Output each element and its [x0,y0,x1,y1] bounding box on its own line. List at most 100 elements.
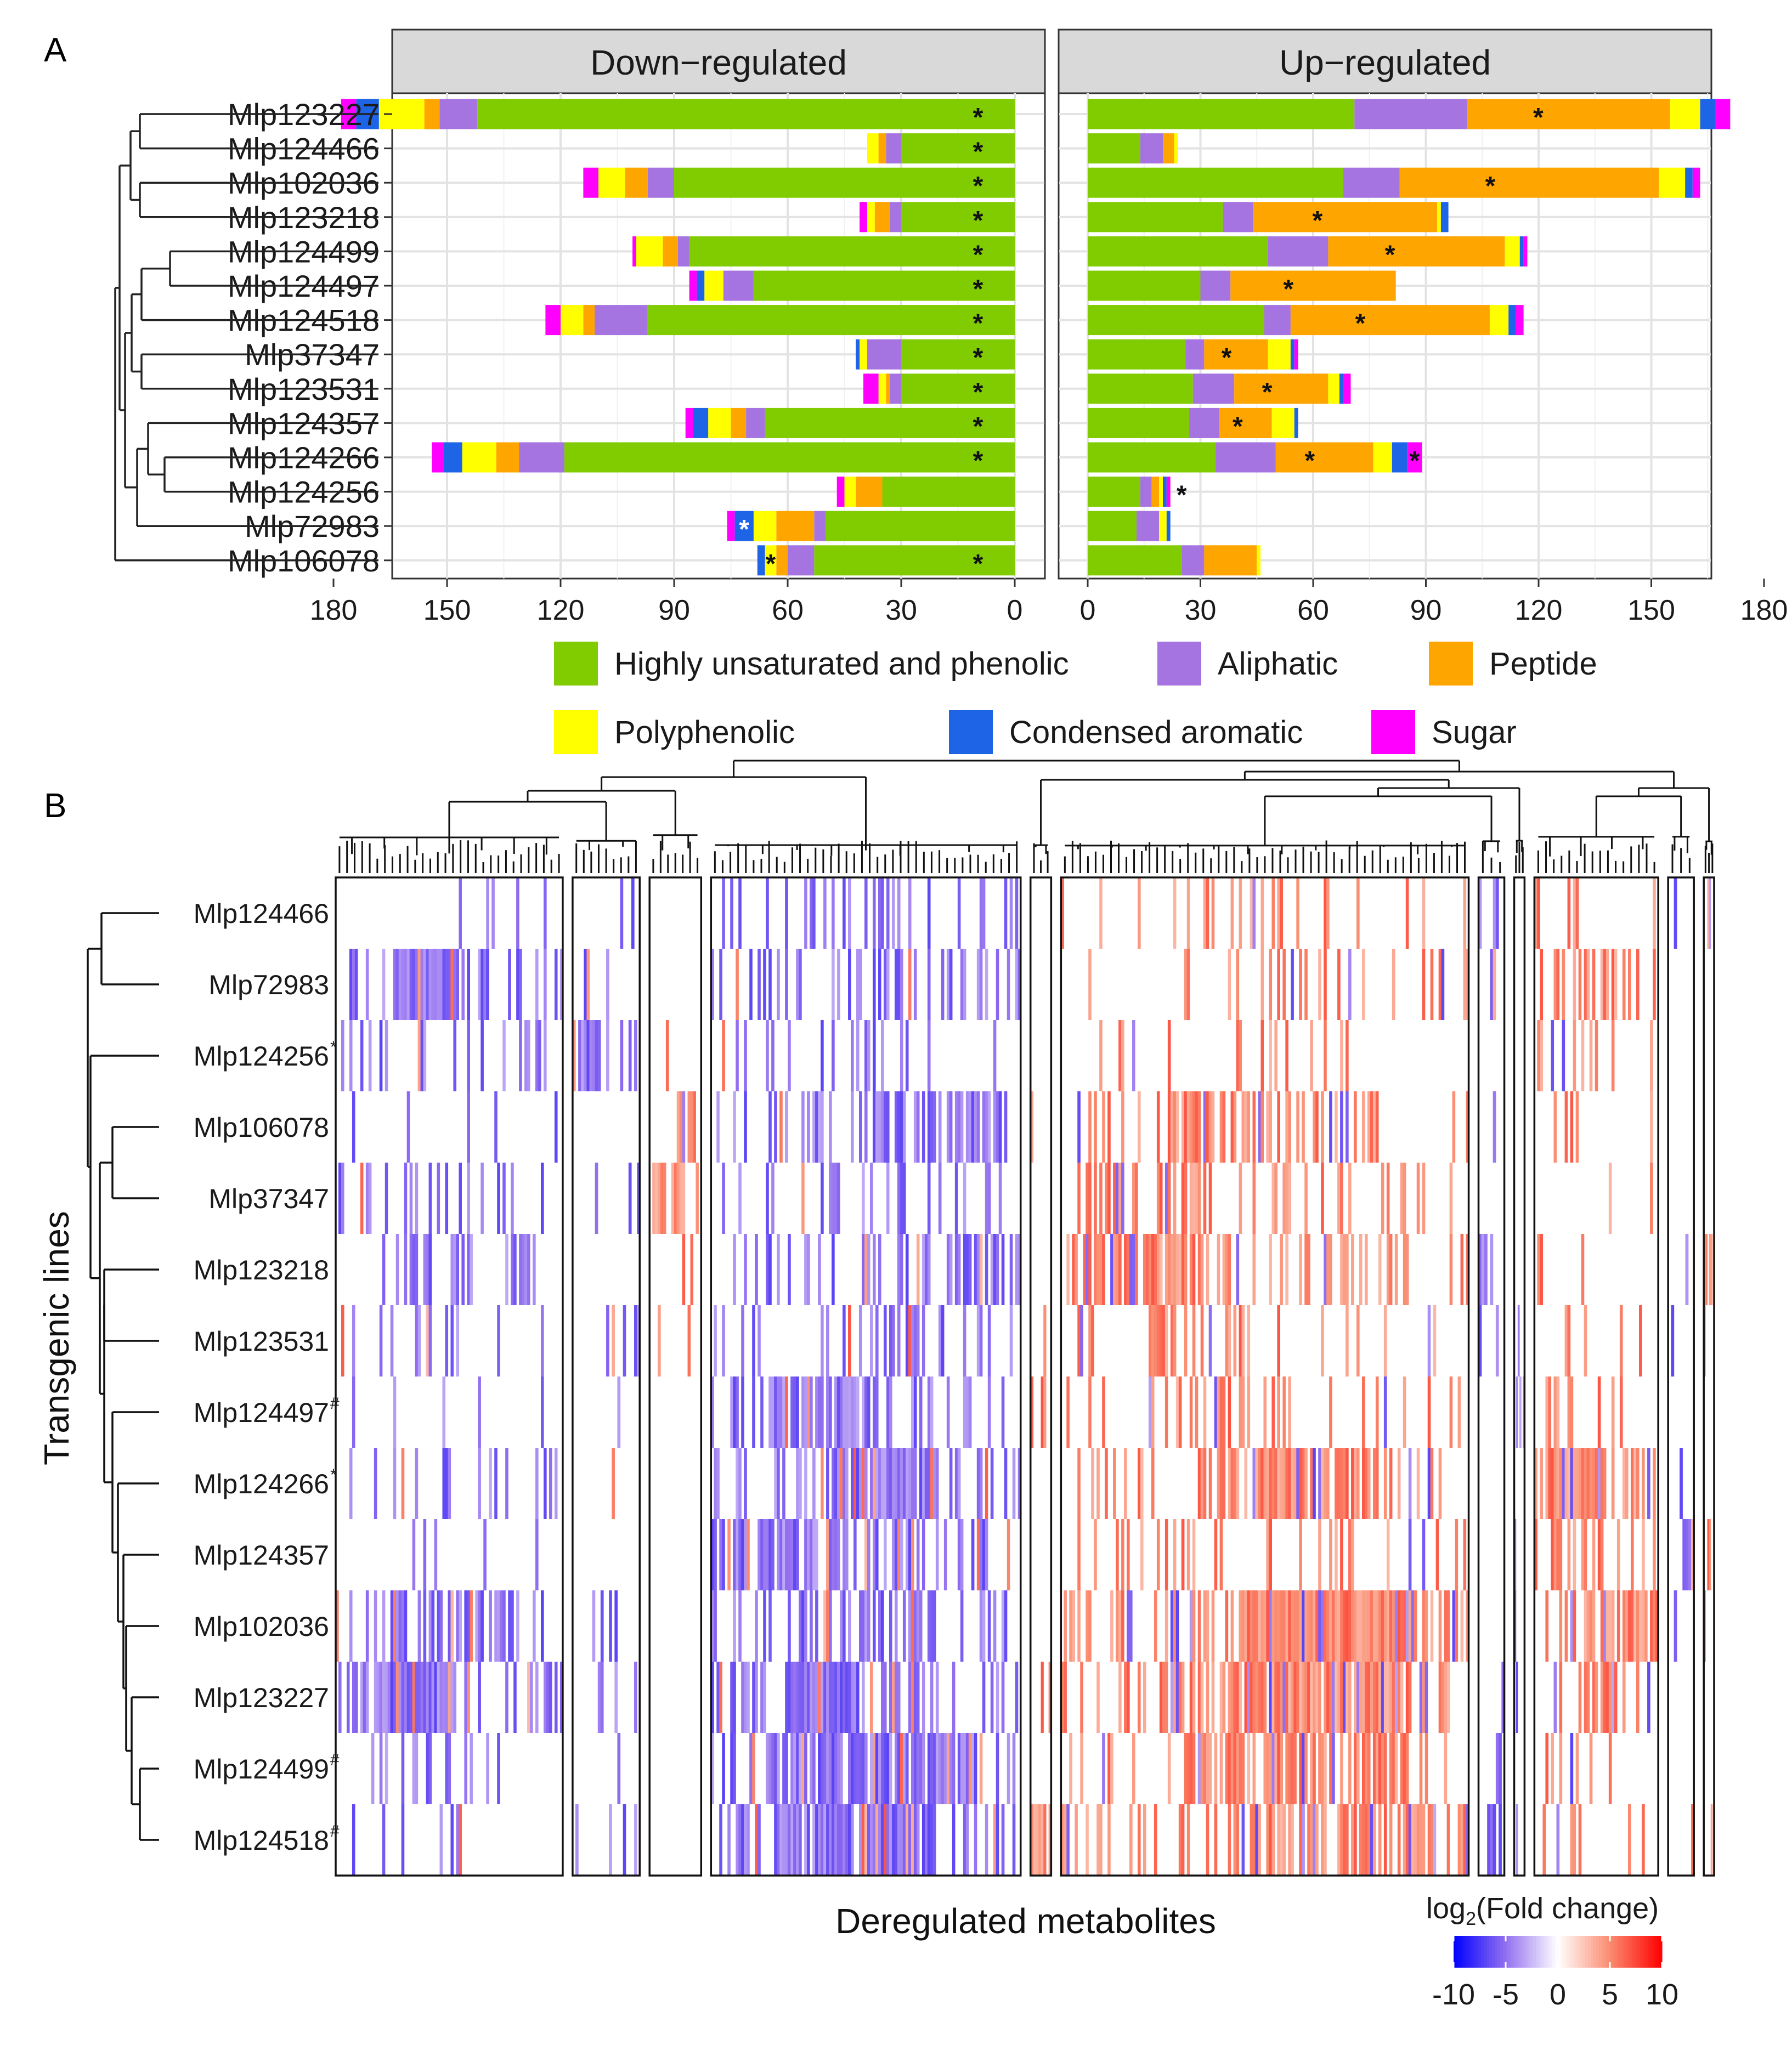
color-scale-cell [1596,1936,1599,1968]
heatmap-cell [439,1662,443,1733]
heatmap-cell [448,1662,451,1733]
heatmap-cell [1277,1376,1280,1448]
heatmap-cell [1299,1662,1302,1733]
heatmap-cell [1304,1163,1308,1234]
heatmap-cell [597,1020,601,1091]
heatmap-cell [790,1519,794,1590]
heatmap-cell [954,1234,958,1305]
heatmap-cell [376,1662,380,1733]
bar-down [901,202,1015,233]
heatmap-cell [801,1590,805,1662]
heatmap-cell [1650,1091,1653,1163]
heatmap-cell [1573,1020,1576,1091]
heatmap-cell [916,1305,920,1376]
color-scale-cell [1536,1936,1539,1968]
heatmap-cell [810,1590,813,1662]
heatmap-cell [733,1234,736,1305]
heatmap-cell [1271,1376,1275,1448]
heatmap-cell [1570,1448,1574,1519]
heatmap-cell [1077,1091,1081,1163]
heatmap-cell [1236,1448,1240,1519]
heatmap-cell [832,949,835,1020]
heatmap-cell [840,1662,843,1733]
heatmap-cell [1285,1733,1288,1804]
heatmap-cell [932,1733,936,1804]
heatmap-cell [886,949,890,1020]
heatmap-cell [869,1662,873,1733]
heatmap-cell [1381,1733,1384,1804]
heatmap-cell [927,1376,931,1448]
heatmap-cell [1326,1234,1330,1305]
bar-up [1088,133,1140,164]
heatmap-cell [445,1163,449,1234]
heatmap-cell [862,1662,865,1733]
heatmap-cell [1466,949,1469,1020]
heatmap-cell [796,1376,799,1448]
heatmap-cell [1372,1733,1376,1804]
heatmap-cell [777,1804,780,1876]
heatmap-cell [834,1376,838,1448]
heatmap-cell [453,1020,457,1091]
heatmap-cell [1340,1234,1343,1305]
heatmap-cell [1653,1590,1656,1662]
heatmap-cell [927,1590,931,1662]
heatmap-cell [856,1733,860,1804]
row-dendrogram-a [114,113,378,562]
heatmap-cell [415,1234,419,1305]
heatmap-row-label: Mlp124266 [194,1469,329,1499]
bar-down [689,236,1015,267]
heatmap-cell [837,949,840,1020]
heatmap-cell [1636,949,1640,1020]
heatmap-cell [1143,1234,1146,1305]
heatmap-cell [1340,1163,1343,1234]
heatmap-cell [1348,1163,1352,1234]
heatmap-cell [1263,1376,1267,1448]
heatmap-cell [1372,1590,1376,1662]
heatmap-cell [614,1662,618,1733]
heatmap-cell [823,1804,827,1876]
heatmap-cell [954,1448,958,1519]
significance-star: * [1410,446,1420,475]
heatmap-cell [766,1733,769,1804]
heatmap-cell [1321,1448,1324,1519]
heatmap-cell [1427,1804,1431,1876]
heatmap-cell [497,1733,500,1804]
heatmap-cell [1653,1448,1656,1519]
heatmap-cell [434,1662,438,1733]
heatmap-cell [1291,1662,1294,1733]
heatmap-cell [404,1163,408,1234]
heatmap-cell [916,1662,920,1733]
color-scale-cell [1624,1936,1627,1968]
heatmap-cell [1709,1519,1711,1590]
heatmap-cell [1135,1163,1138,1234]
heatmap-cell [1219,1376,1223,1448]
heatmap-cell [398,1590,402,1662]
heatmap-cell [390,1590,394,1662]
bar-down [677,236,689,267]
heatmap-cell [1310,1020,1313,1091]
heatmap-cell [1422,1163,1426,1234]
heatmap-cell [445,1662,449,1733]
heatmap-cell [417,1590,421,1662]
heatmap-cell [1310,1448,1313,1519]
heatmap-cell [1241,1305,1245,1376]
heatmap-cell [1304,1733,1308,1804]
heatmap-cell [1411,1590,1415,1662]
heatmap-cell [445,1305,449,1376]
heatmap-cell [1313,1733,1316,1804]
heatmap-cell [665,1020,669,1091]
heatmap-cell [1007,1733,1010,1804]
heatmap-cell [1351,1519,1354,1590]
heatmap-cell [1102,1234,1105,1305]
heatmap-cell [1244,1590,1248,1662]
heatmap-cell [815,1590,818,1662]
heatmap-cell [979,1733,983,1804]
bar-up [1659,167,1686,198]
heatmap-cell [922,1733,925,1804]
heatmap-cell [1705,1234,1708,1305]
heatmap-cell [886,1804,890,1876]
heatmap-cell [1419,1804,1423,1876]
heatmap-cell [821,1020,824,1091]
row-mark: # [330,1751,340,1769]
